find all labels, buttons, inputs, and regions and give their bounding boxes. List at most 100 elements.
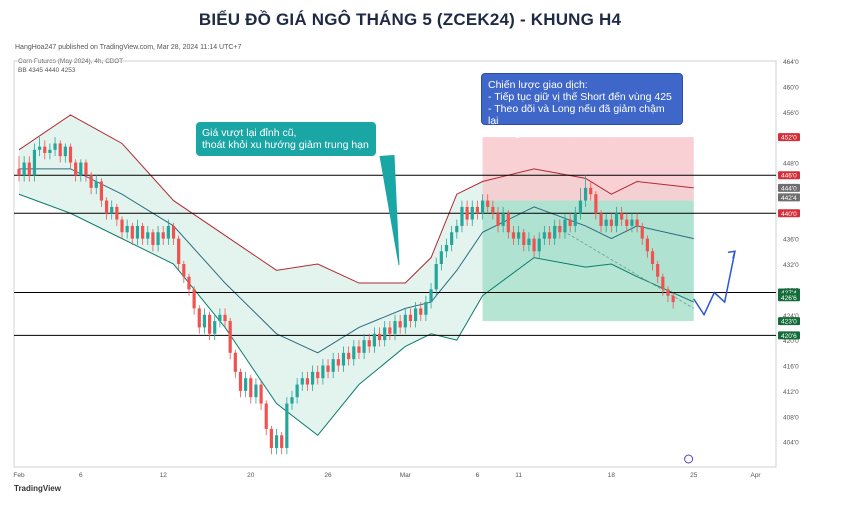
candle-body: [187, 276, 191, 290]
candle-body: [79, 162, 83, 176]
candle-body: [316, 371, 320, 379]
candle-body: [501, 213, 505, 226]
blue-annotation: Chiến lược giao dịch: - Tiếp tục giữ vị t…: [481, 73, 683, 139]
candle-body: [233, 352, 237, 372]
candle-body: [517, 232, 521, 239]
y-tick-label: 412'0: [783, 389, 799, 396]
candle-body: [506, 213, 510, 233]
candle-body: [511, 232, 516, 239]
candle-body: [357, 346, 361, 353]
candle-body: [645, 238, 649, 252]
price-label: 444'0: [781, 185, 797, 192]
price-label: 442'4: [781, 195, 797, 202]
candle-body: [63, 146, 67, 157]
candle-body: [527, 238, 531, 245]
candle-body: [372, 333, 376, 347]
candle-body: [398, 321, 402, 328]
candle-body: [74, 162, 78, 176]
price-label-bg: [778, 133, 800, 142]
candle-body: [362, 340, 366, 353]
x-tick-label: 18: [608, 472, 616, 479]
y-tick-label: 456'0: [783, 110, 799, 117]
candle-body: [599, 213, 603, 226]
bollinger-lower: [18, 193, 694, 436]
candle-body: [589, 187, 593, 195]
candle-body: [223, 314, 227, 322]
candle-body: [480, 200, 485, 214]
candle-body: [614, 213, 619, 226]
chart-area[interactable]: 464'0460'0456'0448'0440'0436'0432'0428'0…: [0, 55, 856, 527]
candle-body: [383, 327, 387, 341]
candle-body: [326, 365, 330, 372]
y-tick-label: 420'0: [783, 338, 799, 345]
candle-body: [661, 276, 665, 290]
candle-body: [254, 384, 258, 398]
candle-body: [310, 371, 315, 385]
candle-body: [68, 146, 73, 163]
chart-title: BIỂU ĐỒ GIÁ NGÔ THÁNG 5 (ZCEK24) - KHUNG…: [198, 10, 622, 29]
candle-body: [38, 146, 42, 150]
candle-body: [470, 206, 474, 220]
price-label: 426'6: [781, 295, 797, 302]
price-label-bg: [778, 193, 800, 202]
candle-body: [269, 428, 273, 448]
projection-arrowhead: [727, 250, 736, 259]
teal-annotation: Giá vượt lại đỉnh cũ, thoát khỏi xu hướng…: [196, 122, 376, 156]
candle-body: [259, 384, 263, 404]
x-tick-label: 6: [476, 472, 480, 479]
blue-note-line: Chiến lược giao dịch:: [488, 79, 588, 91]
blue-note-line: - Theo dõi và Long nếu đã giảm chậm lại: [488, 103, 665, 127]
candle-body: [207, 314, 212, 334]
candle-body: [419, 308, 423, 315]
candle-body: [84, 162, 88, 176]
x-tick-label: Apr: [750, 472, 761, 479]
candle-body: [434, 264, 438, 290]
tradingview-brand: TradingView: [14, 484, 61, 493]
price-label-bg: [778, 293, 800, 302]
candle-body: [558, 225, 562, 233]
candle-body: [156, 232, 160, 245]
candle-body: [388, 327, 392, 334]
candle-body: [573, 213, 577, 226]
candle-body: [630, 219, 634, 226]
price-label-bg: [778, 331, 800, 340]
candle-body: [671, 295, 675, 303]
tradingview-logo: TradingView: [14, 484, 61, 493]
candle-body: [249, 378, 253, 398]
candle-body: [491, 206, 495, 214]
candle-body: [424, 302, 428, 315]
candle-body: [465, 206, 469, 220]
candle-body: [274, 435, 279, 448]
candle-body: [238, 371, 243, 391]
candle-body: [414, 308, 418, 322]
candle-body: [429, 289, 433, 303]
candle-body: [522, 232, 526, 245]
candle-body: [94, 181, 98, 188]
teal-note-line: Giá vượt lại đỉnh cũ,: [202, 127, 297, 139]
candle-body: [583, 187, 588, 201]
candle-body: [347, 352, 351, 360]
candle-body: [161, 232, 165, 239]
price-label-bg: [778, 183, 800, 192]
candle-body: [393, 321, 397, 334]
price-label-bg: [778, 171, 800, 180]
candle-body: [130, 225, 134, 239]
candle-body: [244, 378, 248, 391]
y-tick-label: 416'0: [783, 364, 799, 371]
price-chart: 464'0460'0456'0448'0440'0436'0432'0428'0…: [13, 59, 800, 479]
candle-body: [486, 200, 490, 207]
candle-body: [115, 206, 119, 220]
candle-body: [228, 321, 232, 353]
x-tick-label: 25: [690, 472, 698, 479]
candle-body: [620, 213, 624, 220]
candle-body: [110, 206, 114, 214]
candle-body: [182, 264, 186, 277]
plot-frame: [13, 60, 777, 468]
bollinger-upper: [18, 114, 694, 284]
x-tick-label: 6: [79, 472, 83, 479]
price-label-bg: [778, 209, 800, 218]
candle-body: [666, 289, 670, 296]
candle-body: [141, 225, 145, 239]
price-label: 420'6: [781, 333, 797, 340]
candle-body: [213, 321, 217, 334]
